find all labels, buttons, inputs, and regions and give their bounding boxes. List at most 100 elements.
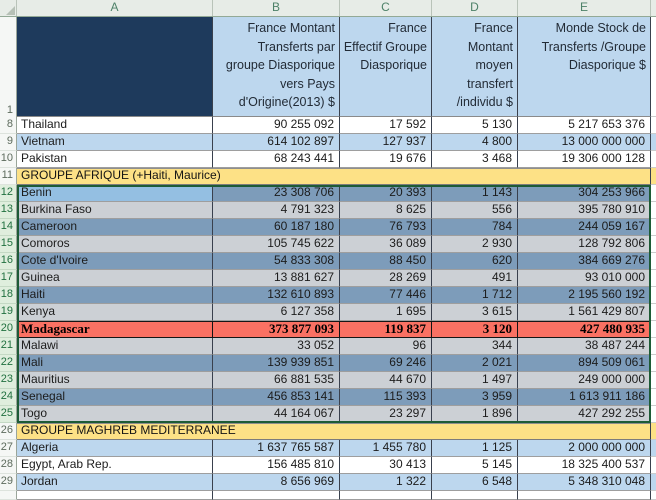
cell-B27[interactable]: 1 637 765 587 bbox=[213, 440, 340, 457]
cell-A16[interactable]: Cote d'Ivoire bbox=[17, 253, 213, 270]
cell-A8[interactable]: Thailand bbox=[17, 117, 213, 134]
cell-C17[interactable]: 28 269 bbox=[340, 270, 432, 287]
cell-D10[interactable]: 3 468 bbox=[432, 151, 518, 168]
cell-D15[interactable]: 2 930 bbox=[432, 236, 518, 253]
cell-A14[interactable]: Cameroon bbox=[17, 219, 213, 236]
cell-C23[interactable]: 44 670 bbox=[340, 372, 432, 389]
cell-C28[interactable]: 30 413 bbox=[340, 457, 432, 474]
cell-C24[interactable]: 115 393 bbox=[340, 389, 432, 406]
cell-D12[interactable]: 1 143 bbox=[432, 185, 518, 202]
cell-A15[interactable]: Comoros bbox=[17, 236, 213, 253]
cell-D25[interactable]: 1 896 bbox=[432, 406, 518, 423]
cell-B1[interactable]: France Montant Transferts par groupe Dia… bbox=[213, 17, 340, 117]
cell-B10[interactable]: 68 243 441 bbox=[213, 151, 340, 168]
group-row-label-11[interactable]: GROUPE AFRIQUE (+Haiti, Maurice) bbox=[17, 168, 651, 185]
column-header-B[interactable]: B bbox=[213, 0, 340, 16]
row-header-21[interactable]: 21 bbox=[0, 338, 17, 355]
cell-E8[interactable]: 5 217 653 376 bbox=[518, 117, 651, 134]
cell-B20[interactable]: 373 877 093 bbox=[213, 321, 340, 338]
cell-B21[interactable]: 33 052 bbox=[213, 338, 340, 355]
cell-D27[interactable]: 1 125 bbox=[432, 440, 518, 457]
cell-B8[interactable]: 90 255 092 bbox=[213, 117, 340, 134]
cell-B15[interactable]: 105 745 622 bbox=[213, 236, 340, 253]
cell-A27[interactable]: Algeria bbox=[17, 440, 213, 457]
cell-E22[interactable]: 894 509 061 bbox=[518, 355, 651, 372]
row-header-12[interactable]: 12 bbox=[0, 185, 17, 202]
row-header-8[interactable]: 8 bbox=[0, 117, 17, 134]
cell-B22[interactable]: 139 939 851 bbox=[213, 355, 340, 372]
cell-C13[interactable]: 8 625 bbox=[340, 202, 432, 219]
cell-A28[interactable]: Egypt, Arab Rep. bbox=[17, 457, 213, 474]
row-header-22[interactable]: 22 bbox=[0, 355, 17, 372]
cell-C12[interactable]: 20 393 bbox=[340, 185, 432, 202]
row-header-29[interactable]: 29 bbox=[0, 474, 17, 491]
row-header-25[interactable]: 25 bbox=[0, 406, 17, 423]
cell-A19[interactable]: Kenya bbox=[17, 304, 213, 321]
row-header-11[interactable]: 11 bbox=[0, 168, 17, 185]
cell-A20[interactable]: Madagascar bbox=[17, 321, 213, 338]
cell-E30[interactable] bbox=[518, 491, 651, 500]
cell-E27[interactable]: 2 000 000 000 bbox=[518, 440, 651, 457]
cell-C29[interactable]: 1 322 bbox=[340, 474, 432, 491]
cell-B28[interactable]: 156 485 810 bbox=[213, 457, 340, 474]
cell-C14[interactable]: 76 793 bbox=[340, 219, 432, 236]
cell-A30[interactable] bbox=[17, 491, 213, 500]
column-header-C[interactable]: C bbox=[340, 0, 432, 16]
row-header-13[interactable]: 13 bbox=[0, 202, 17, 219]
cell-E17[interactable]: 93 010 000 bbox=[518, 270, 651, 287]
cell-E28[interactable]: 18 325 400 537 bbox=[518, 457, 651, 474]
row-header-9[interactable]: 9 bbox=[0, 134, 17, 151]
cell-A23[interactable]: Mauritius bbox=[17, 372, 213, 389]
cell-D30[interactable] bbox=[432, 491, 518, 500]
cell-D8[interactable]: 5 130 bbox=[432, 117, 518, 134]
cell-B25[interactable]: 44 164 067 bbox=[213, 406, 340, 423]
cell-C15[interactable]: 36 089 bbox=[340, 236, 432, 253]
row-header-19[interactable]: 19 bbox=[0, 304, 17, 321]
cell-B30[interactable] bbox=[213, 491, 340, 500]
cell-B9[interactable]: 614 102 897 bbox=[213, 134, 340, 151]
select-all-button[interactable] bbox=[0, 0, 17, 16]
cell-D29[interactable]: 6 548 bbox=[432, 474, 518, 491]
row-header-18[interactable]: 18 bbox=[0, 287, 17, 304]
cell-D17[interactable]: 491 bbox=[432, 270, 518, 287]
cell-E21[interactable]: 38 487 244 bbox=[518, 338, 651, 355]
cell-D14[interactable]: 784 bbox=[432, 219, 518, 236]
cell-A17[interactable]: Guinea bbox=[17, 270, 213, 287]
cell-A10[interactable]: Pakistan bbox=[17, 151, 213, 168]
row-header-17[interactable]: 17 bbox=[0, 270, 17, 287]
cell-E19[interactable]: 1 561 429 807 bbox=[518, 304, 651, 321]
row-header-26[interactable]: 26 bbox=[0, 423, 17, 440]
cell-C1[interactable]: France Effectif Groupe Diasporique bbox=[340, 17, 432, 117]
cell-C25[interactable]: 23 297 bbox=[340, 406, 432, 423]
cell-C19[interactable]: 1 695 bbox=[340, 304, 432, 321]
cell-B23[interactable]: 66 881 535 bbox=[213, 372, 340, 389]
row-header-1[interactable]: 1 bbox=[0, 17, 17, 117]
cell-B29[interactable]: 8 656 969 bbox=[213, 474, 340, 491]
cell-D23[interactable]: 1 497 bbox=[432, 372, 518, 389]
cell-D28[interactable]: 5 145 bbox=[432, 457, 518, 474]
cell-B12[interactable]: 23 308 706 bbox=[213, 185, 340, 202]
cell-D22[interactable]: 2 021 bbox=[432, 355, 518, 372]
row-header-28[interactable]: 28 bbox=[0, 457, 17, 474]
cell-B18[interactable]: 132 610 893 bbox=[213, 287, 340, 304]
cell-D9[interactable]: 4 800 bbox=[432, 134, 518, 151]
cell-B17[interactable]: 13 881 627 bbox=[213, 270, 340, 287]
cell-E13[interactable]: 395 780 910 bbox=[518, 202, 651, 219]
column-header-E[interactable]: E bbox=[518, 0, 651, 16]
column-header-D[interactable]: D bbox=[432, 0, 518, 16]
cell-A9[interactable]: Vietnam bbox=[17, 134, 213, 151]
cell-E25[interactable]: 427 292 255 bbox=[518, 406, 651, 423]
row-header-23[interactable]: 23 bbox=[0, 372, 17, 389]
cell-E23[interactable]: 249 000 000 bbox=[518, 372, 651, 389]
row-header-14[interactable]: 14 bbox=[0, 219, 17, 236]
cell-C27[interactable]: 1 455 780 bbox=[340, 440, 432, 457]
cell-D13[interactable]: 556 bbox=[432, 202, 518, 219]
cell-B14[interactable]: 60 187 180 bbox=[213, 219, 340, 236]
cell-D1[interactable]: France Montant moyen transfert /individu… bbox=[432, 17, 518, 117]
cell-C30[interactable] bbox=[340, 491, 432, 500]
row-header-30[interactable] bbox=[0, 491, 17, 500]
cell-C8[interactable]: 17 592 bbox=[340, 117, 432, 134]
cell-D20[interactable]: 3 120 bbox=[432, 321, 518, 338]
row-header-16[interactable]: 16 bbox=[0, 253, 17, 270]
cell-C16[interactable]: 88 450 bbox=[340, 253, 432, 270]
